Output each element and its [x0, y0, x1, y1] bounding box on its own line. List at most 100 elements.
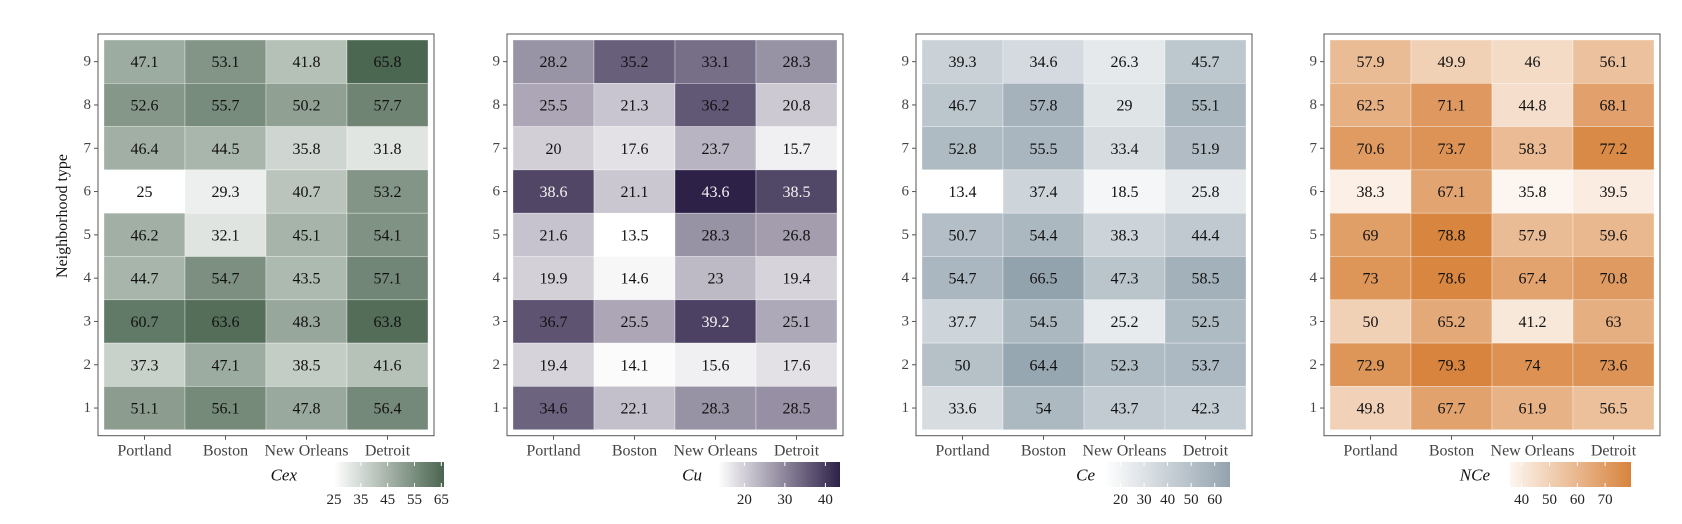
heatmap-cell [1329, 386, 1412, 430]
y-tick-label: 6 [493, 184, 501, 200]
cell-value-label: 68.1 [1600, 97, 1628, 114]
cell-value-label: 47.1 [212, 357, 240, 374]
cell-value-label: 46 [1525, 54, 1541, 71]
cell-value-label: 36.2 [702, 97, 730, 114]
cell-value-label: 14.6 [621, 271, 649, 288]
heatmap-cell [755, 169, 838, 214]
cell-value-label: 44.5 [212, 141, 240, 158]
heatmap-cell [674, 256, 757, 301]
heatmap-cell [512, 386, 595, 430]
heatmap-cell [346, 169, 429, 214]
cell-value-label: 54.7 [949, 271, 977, 288]
heatmap-panel-4: 57.9 49.9 46 56.162.5 71.1 44.8 68.170.6 73.7 58… [1310, 33, 1661, 508]
cell-value-label: 64.4 [1030, 357, 1058, 374]
cell-value-label: 50 [955, 357, 971, 374]
cell-value-label: 70.8 [1600, 271, 1628, 288]
heatmap-cell [346, 342, 429, 387]
heatmap-cell [1164, 212, 1247, 257]
heatmap-cell [512, 299, 595, 344]
heatmap-cell [1329, 299, 1412, 344]
cell-value-label: 13.5 [621, 227, 649, 244]
cell-value-label: 37.7 [949, 314, 977, 331]
heatmap-cell [1491, 256, 1574, 301]
heatmap-cell [1410, 256, 1493, 301]
heatmap-cell [755, 39, 838, 84]
cell-value-label: 57.1 [374, 271, 402, 288]
cell-value-label: 46.2 [131, 227, 159, 244]
legend-tick-label: 65 [434, 492, 449, 508]
heatmap-cell [1491, 386, 1574, 430]
cell-value-label: 35.8 [293, 141, 321, 158]
cell-value-label: 74 [1525, 357, 1541, 374]
cell-value-label: 23.7 [702, 141, 730, 158]
cell-value-label: 46.4 [131, 141, 159, 158]
y-tick-label: 6 [84, 184, 92, 200]
y-tick-label: 6 [902, 184, 910, 200]
heatmap-cell [1491, 126, 1574, 171]
legend-title: NCe [1459, 466, 1491, 485]
heatmap-cell [103, 256, 186, 301]
y-tick-label: 4 [902, 270, 910, 286]
cell-value-label: 43.7 [1111, 401, 1139, 418]
cell-value-label: 20 [546, 141, 562, 158]
heatmap-cell [1410, 169, 1493, 214]
heatmap-cell [755, 212, 838, 257]
heatmap-panel-1: 47.1 53.1 41.8 65.8 52.6 55.7 50.2 57.7 46.4 44.5… [84, 33, 449, 508]
x-tick-label: Detroit [1591, 443, 1637, 460]
heatmap-cell [1002, 342, 1085, 387]
heatmap-cell [1002, 169, 1085, 214]
cell-value-label: 38.3 [1357, 184, 1385, 201]
heatmap-cell [921, 299, 1004, 344]
cell-value-label: 45.7 [1192, 54, 1220, 71]
cell-value-label: 25.2 [1111, 314, 1139, 331]
heatmap-cell [184, 256, 267, 301]
color-legend: Cex 25 35 45 55 65 [271, 462, 449, 508]
heatmap-cell [1491, 39, 1574, 84]
cell-value-label: 42.3 [1192, 401, 1220, 418]
heatmap-cell [265, 299, 348, 344]
y-tick-label: 1 [493, 400, 501, 416]
heatmap-cell [184, 299, 267, 344]
cell-value-label: 51.9 [1192, 141, 1220, 158]
cell-value-label: 69 [1363, 227, 1379, 244]
heatmap-cell [593, 386, 676, 430]
y-tick-label: 5 [902, 227, 910, 243]
cell-value-label: 38.5 [293, 357, 321, 374]
cell-value-label: 55.1 [1192, 97, 1220, 114]
cell-value-label: 63 [1606, 314, 1622, 331]
heatmap-cell [265, 386, 348, 430]
cell-value-label: 35.2 [621, 54, 649, 71]
heatmap-cell [1410, 386, 1493, 430]
heatmap-cell [1491, 342, 1574, 387]
cell-value-label: 15.6 [702, 357, 730, 374]
y-tick-label: 9 [84, 54, 92, 70]
cell-value-label: 33.4 [1111, 141, 1139, 158]
heatmap-cell [1083, 83, 1166, 127]
legend-tick-label: 45 [380, 492, 395, 508]
cell-value-label: 28.5 [783, 401, 811, 418]
heatmap-cell [1083, 256, 1166, 301]
cell-value-label: 53.7 [1192, 357, 1220, 374]
legend-tick-label: 55 [407, 492, 422, 508]
heatmap-cell [265, 169, 348, 214]
cell-value-label: 44.8 [1519, 97, 1547, 114]
heatmap-cell [512, 169, 595, 214]
y-tick-label: 4 [1310, 270, 1318, 286]
legend-tick-label: 40 [1160, 492, 1175, 508]
heatmap-cell [1002, 212, 1085, 257]
cell-value-label: 21.1 [621, 184, 649, 201]
y-tick-label: 1 [902, 400, 910, 416]
cell-value-label: 54 [1036, 401, 1052, 418]
cell-value-label: 63.6 [212, 314, 240, 331]
y-tick-label: 2 [493, 357, 501, 373]
heatmap-cell [755, 299, 838, 344]
heatmap-cell [1572, 342, 1655, 387]
heatmap-cell [1002, 386, 1085, 430]
heatmap-cell [755, 386, 838, 430]
cell-value-label: 17.6 [621, 141, 649, 158]
cell-value-label: 46.7 [949, 97, 977, 114]
cell-value-label: 29.3 [212, 184, 240, 201]
cell-value-label: 38.3 [1111, 227, 1139, 244]
cell-value-label: 45.1 [293, 227, 321, 244]
cell-value-label: 79.3 [1438, 357, 1466, 374]
